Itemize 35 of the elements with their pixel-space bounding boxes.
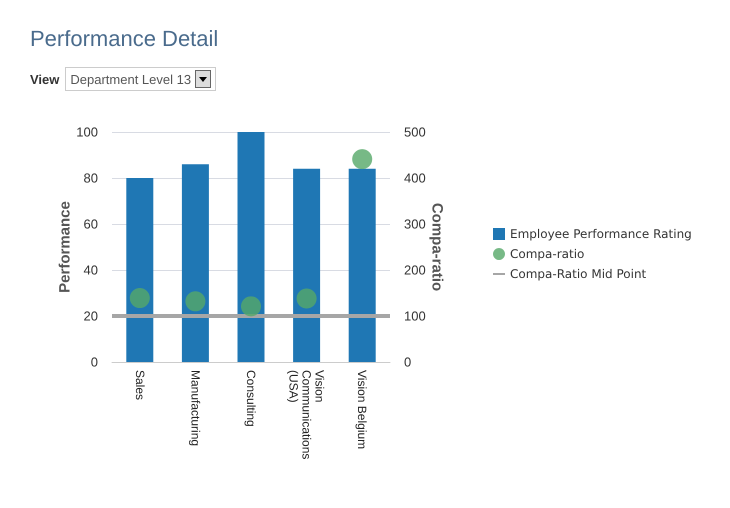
x-tick-label: Consulting	[244, 370, 258, 427]
point	[296, 288, 317, 309]
y-tick-label: 80	[84, 170, 98, 186]
x-tick-label: Manufacturing	[188, 370, 202, 446]
y2-tick-label: 0	[404, 354, 412, 370]
bar	[348, 168, 376, 362]
text: View	[30, 72, 60, 86]
y2-tick-label: 200	[404, 262, 426, 278]
y2-tick-label: 400	[404, 170, 426, 186]
y2-tick-label: 300	[404, 216, 426, 232]
y-tick-label: 0	[90, 354, 98, 370]
point	[241, 296, 261, 316]
y2-tick-label: 500	[404, 124, 426, 140]
legend-label: Compa-ratio	[510, 247, 584, 261]
legend-label: Compa-Ratio Mid Point	[510, 267, 647, 281]
text: Department Level 13	[70, 72, 192, 86]
y2-axis-title: Compa-ratio	[428, 202, 446, 292]
bar	[126, 178, 154, 362]
y-tick-label: 40	[84, 262, 98, 278]
y-tick-label: 60	[84, 216, 98, 232]
x-tick-label: Sales	[132, 370, 147, 400]
legend-label: Employee Performance Rating	[510, 227, 692, 241]
y-axis-title: Performance	[56, 201, 74, 293]
point	[352, 149, 372, 170]
y-tick-label: 20	[84, 308, 98, 324]
x-tick-label: Vision Belgium	[355, 370, 370, 450]
bar	[238, 132, 264, 362]
point	[130, 288, 150, 308]
bar	[182, 164, 209, 362]
chart-title: Performance Detail	[30, 26, 218, 52]
y2-tick-label: 100	[404, 308, 426, 324]
bar	[293, 168, 320, 362]
y-tick-label: 100	[76, 124, 98, 140]
x-tick-label: Vision Communications (USA)	[286, 370, 327, 463]
point	[185, 291, 206, 312]
